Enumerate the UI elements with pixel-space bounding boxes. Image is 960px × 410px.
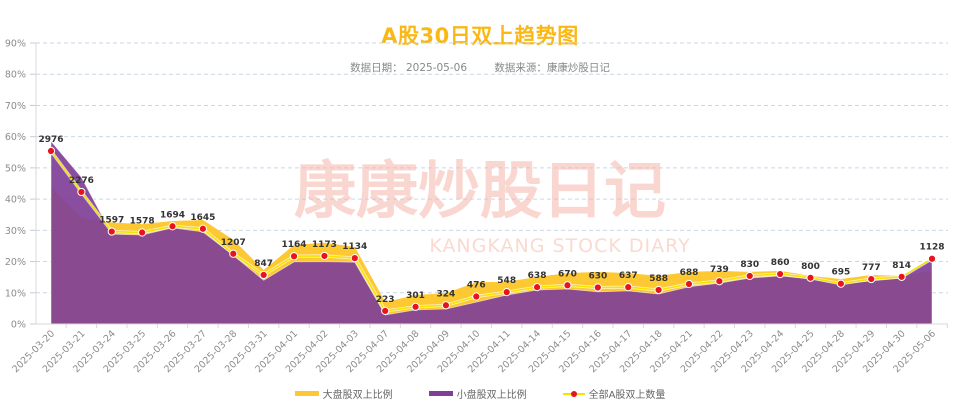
legend-count[interactable]: 全部A股双上数量: [562, 386, 666, 401]
count-data-label: 830: [740, 260, 759, 270]
count-data-label: 223: [376, 295, 395, 305]
count-data-label: 695: [831, 268, 850, 278]
data-date: 数据日期： 2025-05-06: [350, 62, 467, 74]
count-marker: [259, 270, 268, 280]
count-data-label: 1207: [221, 238, 246, 248]
chart-subtitle: 数据日期： 2025-05-06 数据来源：康康炒股日记: [0, 60, 960, 75]
count-data-label: 1597: [99, 216, 124, 226]
count-marker: [138, 228, 147, 237]
count-data-label: 1694: [160, 210, 185, 220]
count-data-label: 1134: [342, 242, 367, 252]
small-cap-swatch-icon: [428, 391, 453, 396]
count-marker: [441, 301, 451, 310]
large-cap-swatch-icon: [294, 391, 319, 396]
legend-large-cap[interactable]: 大盘股双上比例: [294, 386, 393, 401]
count-line-series: [46, 146, 937, 315]
count-marker: [229, 249, 238, 258]
count-marker: [715, 277, 724, 286]
count-marker: [411, 302, 420, 311]
count-marker: [198, 224, 207, 233]
count-marker: [624, 283, 633, 292]
count-data-label: 1164: [282, 240, 307, 250]
y-tick-label: 10%: [5, 288, 26, 299]
count-marker: [350, 254, 359, 263]
y-tick-label: 40%: [5, 195, 26, 206]
y-tick-label: 80%: [5, 70, 26, 81]
count-data-label: 814: [892, 261, 911, 271]
watermark-en: KANGKANG STOCK DIARY: [429, 235, 690, 257]
count-data-label: 670: [558, 269, 577, 279]
legend-large-cap-label: 大盘股双上比例: [322, 390, 393, 401]
watermark: 康康炒股日记 KANGKANG STOCK DIARY: [294, 154, 690, 257]
area-chart: 康康炒股日记 KANGKANG STOCK DIARY 0% 10% 20% 30% 4…: [5, 39, 948, 375]
count-marker: [320, 251, 329, 261]
count-marker: [927, 254, 937, 263]
count-data-label: 739: [710, 265, 729, 275]
count-data-label: 638: [528, 271, 547, 281]
count-data-label: 324: [437, 289, 456, 299]
count-data-label: 688: [680, 268, 699, 278]
count-data-label: 1578: [130, 217, 155, 227]
count-marker: [472, 292, 481, 301]
count-marker: [776, 269, 785, 279]
count-marker: [745, 271, 754, 281]
count-marker: [168, 222, 177, 231]
count-data-label: 476: [467, 281, 486, 291]
legend-small-cap-label: 小盘股双上比例: [456, 390, 527, 401]
count-data-label: 2276: [69, 176, 94, 186]
count-marker: [532, 283, 542, 292]
count-marker: [836, 279, 845, 288]
count-marker: [77, 187, 86, 197]
count-marker: [289, 252, 299, 261]
data-source: 数据来源：康康炒股日记: [494, 62, 610, 74]
count-marker: [684, 279, 694, 289]
count-marker: [502, 288, 511, 297]
count-marker: [867, 274, 876, 284]
line-marker-icon: [562, 390, 585, 398]
count-data-label: 301: [406, 291, 425, 301]
legend: 大盘股双上比例 小盘股双上比例 全部A股双上数量: [0, 386, 960, 401]
watermark-cn: 康康炒股日记: [294, 154, 666, 227]
count-data-label: 777: [862, 263, 881, 273]
count-marker: [806, 273, 815, 282]
count-marker: [46, 146, 56, 156]
y-tick-label: 0%: [11, 320, 26, 331]
y-tick-label: 30%: [5, 226, 26, 237]
count-line: [50, 150, 933, 312]
y-tick-label: 60%: [5, 132, 26, 143]
y-tick-label: 50%: [5, 163, 26, 174]
count-data-label: 800: [801, 262, 820, 272]
count-data-label: 847: [254, 259, 273, 269]
count-marker: [654, 285, 663, 295]
count-data-label: 637: [619, 271, 638, 281]
count-marker: [107, 227, 116, 236]
count-data-label: 588: [649, 274, 668, 284]
count-marker: [593, 283, 602, 292]
count-data-label: 630: [588, 271, 607, 281]
count-data-label: 2976: [38, 135, 63, 145]
data-labels: 2976 2276 1597 1578 1694 1645 1207 847 1164 1173 1…: [38, 135, 944, 305]
legend-small-cap[interactable]: 小盘股双上比例: [428, 386, 527, 401]
chart-title: A股30日双上趋势图: [381, 24, 579, 48]
count-marker: [381, 306, 390, 315]
count-data-label: 548: [497, 276, 516, 286]
count-data-label: 1173: [312, 240, 337, 250]
count-marker: [897, 272, 906, 281]
count-data-label: 860: [771, 258, 790, 268]
y-tick-label: 70%: [5, 101, 26, 112]
y-tick-label: 20%: [5, 257, 26, 268]
y-tick-label: 90%: [5, 39, 26, 50]
count-marker: [563, 281, 572, 290]
count-data-label: 1128: [919, 243, 944, 253]
legend-count-label: 全部A股双上数量: [588, 390, 666, 401]
count-data-label: 1645: [190, 213, 215, 223]
